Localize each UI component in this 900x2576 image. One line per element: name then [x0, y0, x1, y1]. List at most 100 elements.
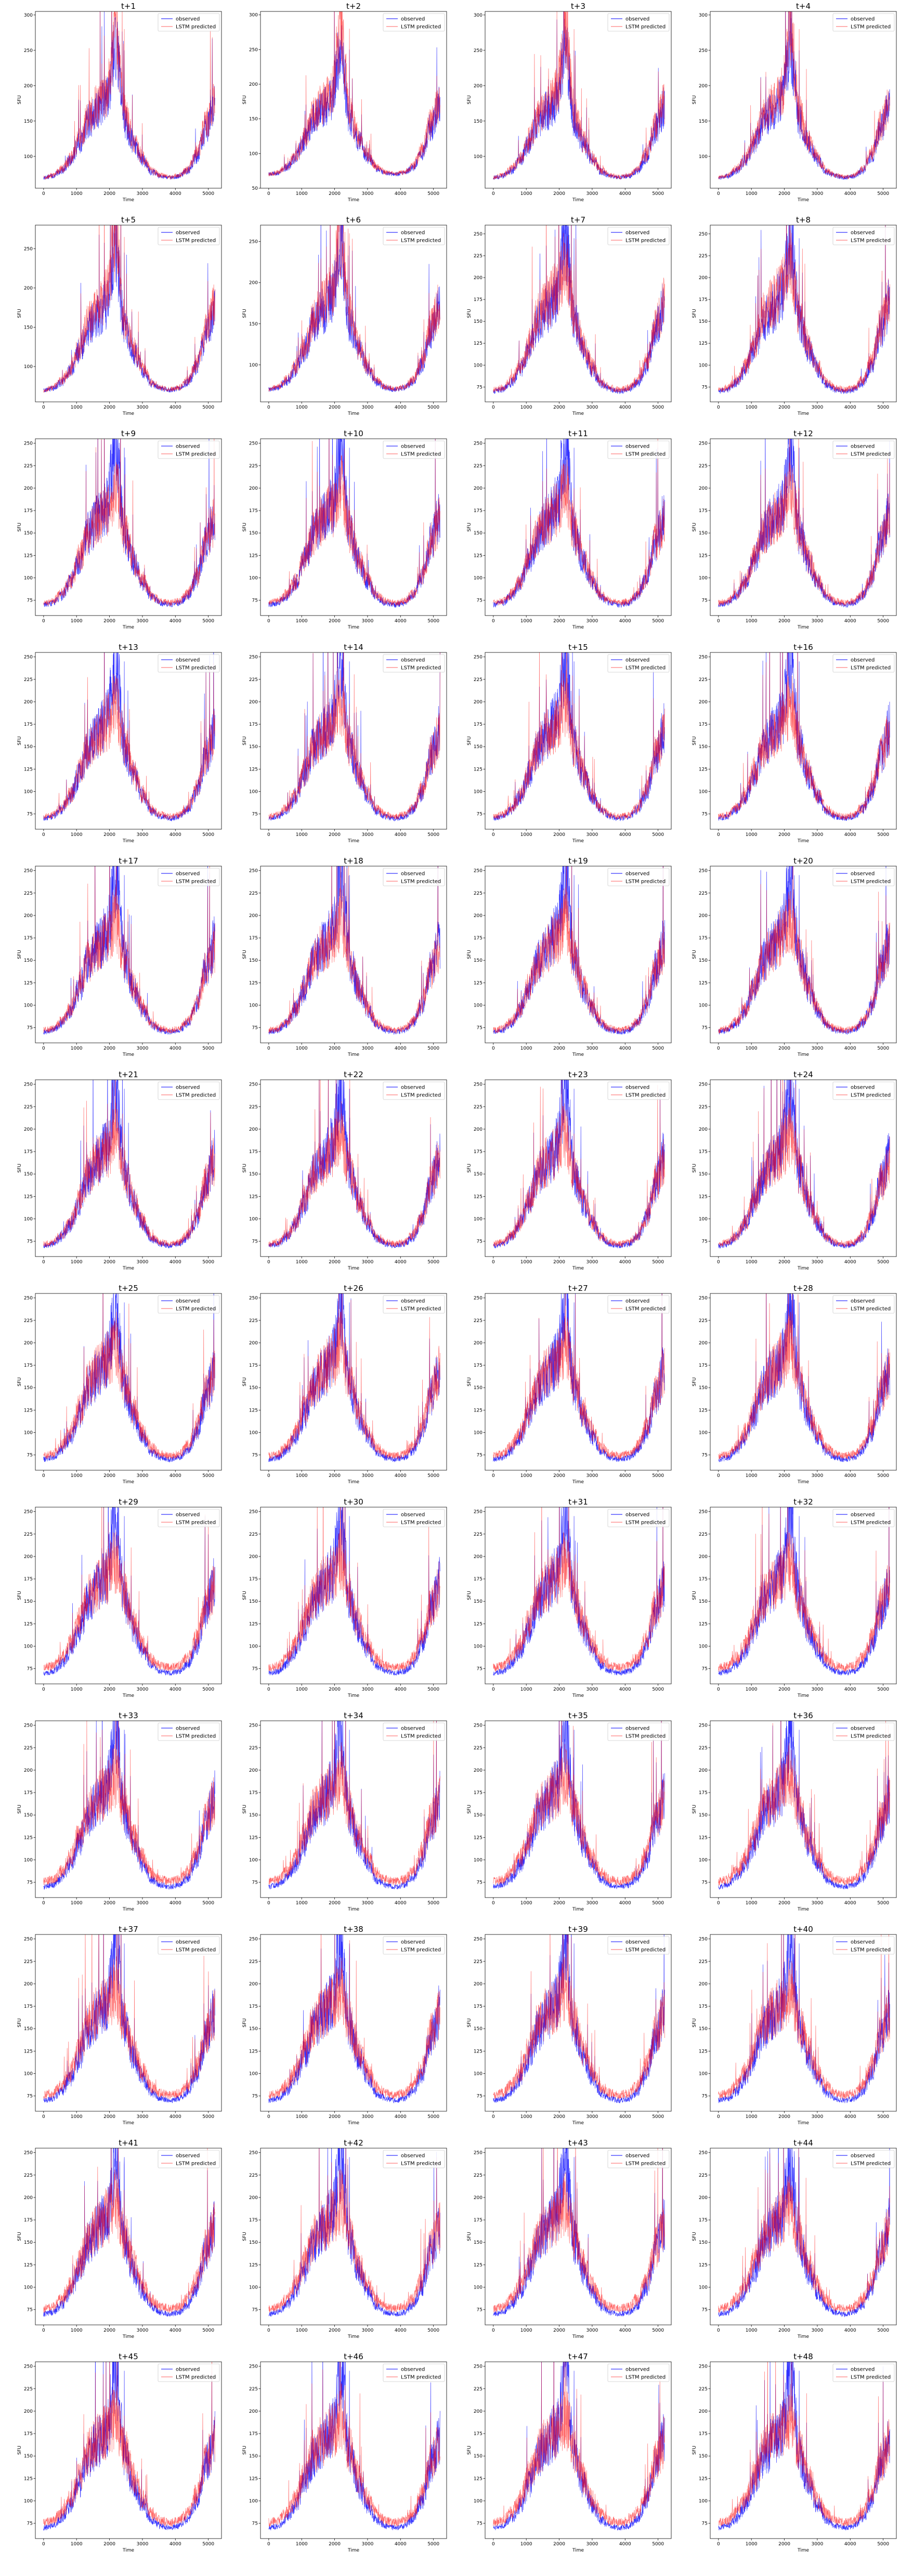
legend: observed LSTM predicted — [832, 13, 895, 32]
legend-predicted-label: LSTM predicted — [625, 24, 666, 30]
x-axis-label: Time — [797, 2548, 809, 2553]
y-tick-label: 125 — [24, 1194, 33, 1199]
y-tick-label: 250 — [699, 441, 708, 447]
y-tick-label: 150 — [249, 2240, 258, 2245]
y-tick-label: 200 — [474, 276, 482, 281]
x-axis-label: Time — [347, 1693, 359, 1698]
x-tick-label: 4000 — [395, 2114, 407, 2120]
legend: observed LSTM predicted — [383, 2363, 445, 2382]
x-tick-label: 4000 — [844, 405, 856, 410]
y-tick-label: 150 — [474, 958, 482, 963]
x-tick-label: 3000 — [136, 2114, 148, 2120]
chart-title: t+45 — [119, 2352, 138, 2361]
y-tick-label: 225 — [249, 464, 258, 469]
y-tick-label: 175 — [249, 936, 258, 941]
x-tick-label: 3000 — [586, 2328, 598, 2333]
x-tick-label: 2000 — [103, 405, 115, 410]
x-tick-label: 5000 — [427, 619, 439, 624]
plot-frame — [260, 866, 447, 1043]
y-tick-label: 175 — [474, 2431, 482, 2437]
x-tick-label: 1000 — [520, 2542, 532, 2547]
x-tick-label: 3000 — [811, 2542, 823, 2547]
legend: observed LSTM predicted — [158, 654, 220, 673]
legend-predicted-label: LSTM predicted — [176, 2375, 216, 2381]
y-axis-label: SFU — [692, 95, 697, 104]
predicted-series-line — [718, 1293, 890, 1460]
y-tick-label: 225 — [699, 254, 708, 259]
x-tick-label: 2000 — [778, 2114, 790, 2120]
plot-frame — [710, 1293, 897, 1471]
x-tick-label: 3000 — [361, 2328, 373, 2333]
y-tick-label: 125 — [24, 553, 33, 558]
chart-title: t+19 — [568, 856, 588, 866]
y-tick-label: 150 — [249, 1385, 258, 1391]
plot-frame — [710, 1079, 897, 1257]
y-tick-label: 100 — [249, 2499, 258, 2504]
chart-title: t+18 — [344, 856, 363, 866]
x-tick-label: 5000 — [652, 1473, 664, 1479]
plot-frame — [485, 652, 672, 830]
x-tick-label: 2000 — [778, 619, 790, 624]
predicted-series-line — [493, 2362, 665, 2527]
x-tick-label: 0 — [267, 1046, 270, 1051]
y-tick-label: 225 — [24, 1318, 33, 1324]
legend: observed LSTM predicted — [383, 654, 445, 673]
chart-svg: t+48 0 1000 2000 3000 4000 5000 75 100 125 150 175 2… — [692, 2352, 897, 2553]
y-axis-label: SFU — [242, 522, 247, 531]
y-tick-label: 150 — [24, 1813, 33, 1818]
chart-svg: t+30 0 1000 2000 3000 4000 5000 75 100 125 150 175 2… — [242, 1497, 447, 1698]
plot-frame — [260, 1293, 447, 1471]
chart-svg: t+3 0 1000 2000 3000 4000 5000 100 150 200 250 300 T… — [467, 2, 672, 203]
x-tick-label: 2000 — [553, 1046, 565, 1051]
x-tick-label: 4000 — [619, 405, 631, 410]
x-tick-label: 0 — [42, 1687, 45, 1692]
y-tick-label: 75 — [702, 1453, 708, 1458]
x-axis-label: Time — [797, 2121, 809, 2126]
y-tick-label: 225 — [249, 2387, 258, 2392]
y-tick-label: 125 — [699, 2476, 708, 2481]
x-axis-label: Time — [797, 1480, 809, 1485]
legend-observed-label: observed — [176, 2153, 200, 2159]
legend-observed-label: observed — [401, 1726, 425, 1732]
y-tick-label: 175 — [474, 722, 482, 727]
x-tick-label: 4000 — [395, 619, 407, 624]
predicted-series-line — [268, 2362, 440, 2527]
legend: observed LSTM predicted — [832, 227, 895, 245]
x-tick-label: 0 — [42, 1901, 45, 1906]
x-tick-label: 5000 — [877, 2328, 889, 2333]
chart-panel: t+6 0 1000 2000 3000 4000 5000 100 150 200 250 Time… — [240, 215, 450, 426]
x-tick-label: 5000 — [652, 2114, 664, 2120]
plot-frame — [485, 2361, 672, 2539]
chart-panel: t+29 0 1000 2000 3000 4000 5000 75 100 125 150 175 2… — [15, 1497, 225, 1708]
x-tick-label: 2000 — [553, 2542, 565, 2547]
y-tick-label: 125 — [699, 1194, 708, 1199]
chart-panel: t+5 0 1000 2000 3000 4000 5000 100 150 200 250 Time… — [15, 215, 225, 426]
y-tick-label: 150 — [474, 531, 482, 536]
legend: observed LSTM predicted — [383, 868, 445, 886]
y-axis-label: SFU — [17, 1591, 22, 1600]
x-tick-label: 5000 — [877, 1473, 889, 1479]
x-tick-label: 4000 — [844, 2328, 856, 2333]
legend-predicted-label: LSTM predicted — [176, 24, 216, 30]
plot-frame — [260, 225, 447, 402]
x-tick-label: 3000 — [811, 1473, 823, 1479]
y-tick-label: 150 — [24, 2454, 33, 2459]
legend-observed-label: observed — [401, 871, 425, 877]
y-tick-label: 175 — [24, 722, 33, 727]
y-tick-label: 200 — [699, 486, 708, 491]
legend-predicted-label: LSTM predicted — [851, 1734, 891, 1740]
x-tick-label: 2000 — [778, 2328, 790, 2333]
chart-title: t+31 — [568, 1497, 588, 1507]
x-tick-label: 5000 — [427, 832, 439, 838]
y-tick-label: 75 — [477, 1239, 482, 1245]
y-tick-label: 225 — [249, 1318, 258, 1324]
x-tick-label: 4000 — [619, 2328, 631, 2333]
x-tick-label: 1000 — [296, 1687, 308, 1692]
x-tick-label: 2000 — [329, 191, 341, 197]
chart-svg: t+33 0 1000 2000 3000 4000 5000 75 100 125 150 175 2… — [17, 1711, 222, 1912]
y-tick-label: 100 — [699, 1644, 708, 1650]
legend-observed-label: observed — [625, 2153, 649, 2159]
x-tick-label: 0 — [267, 832, 270, 838]
legend-predicted-label: LSTM predicted — [176, 2161, 216, 2167]
legend: observed LSTM predicted — [607, 868, 670, 886]
